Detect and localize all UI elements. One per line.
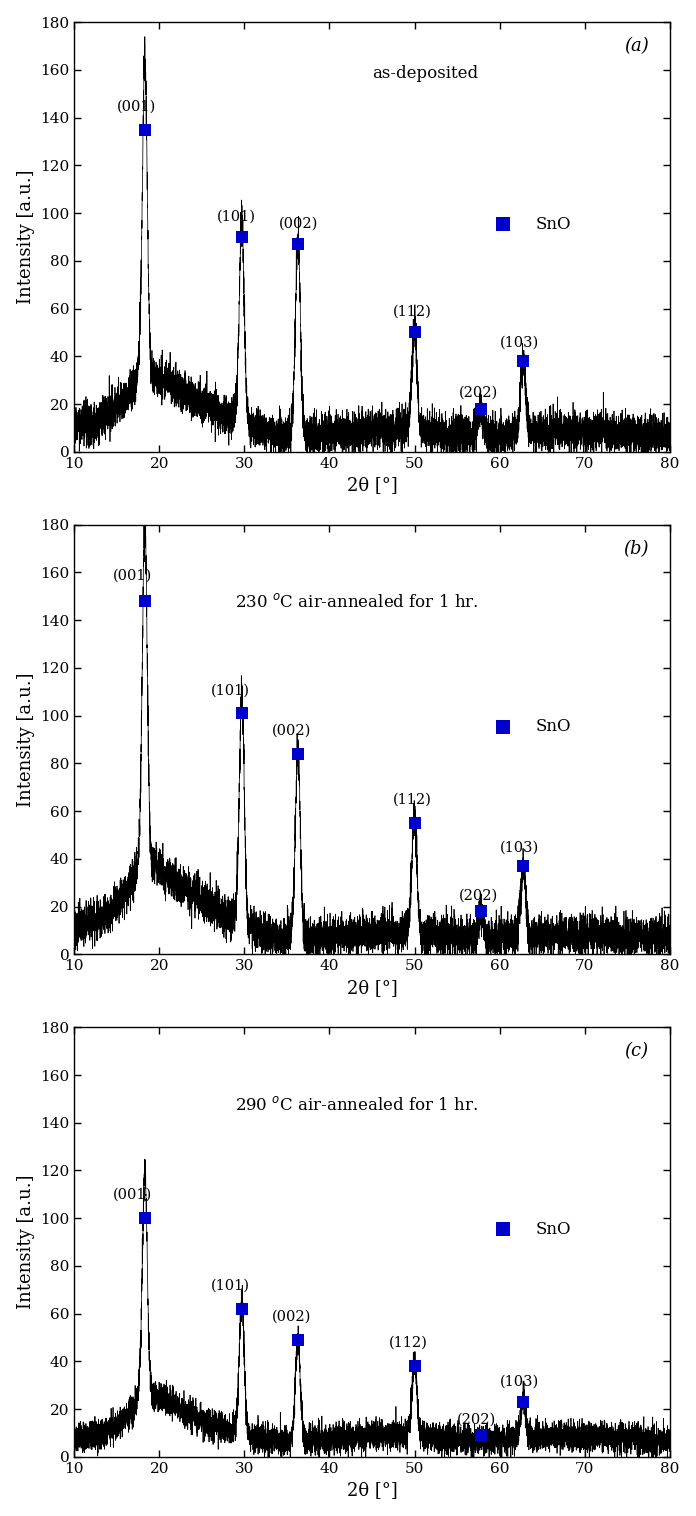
Text: 230 $^{o}$C air-annealed for 1 hr.: 230 $^{o}$C air-annealed for 1 hr.	[235, 593, 478, 611]
Y-axis label: Intensity [a.u.]: Intensity [a.u.]	[17, 1175, 35, 1310]
Text: (002): (002)	[271, 1310, 311, 1323]
Text: (202): (202)	[459, 888, 498, 902]
Text: (c): (c)	[625, 1043, 649, 1060]
X-axis label: 2θ [°]: 2θ [°]	[347, 476, 397, 494]
Text: (001): (001)	[117, 100, 156, 114]
Text: (112): (112)	[393, 793, 432, 807]
Y-axis label: Intensity [a.u.]: Intensity [a.u.]	[17, 672, 35, 807]
Text: (101): (101)	[210, 1280, 249, 1293]
Text: SnO: SnO	[536, 215, 571, 232]
Text: as-deposited: as-deposited	[372, 65, 478, 82]
Text: (103): (103)	[500, 335, 539, 350]
Text: (101): (101)	[210, 684, 249, 697]
Text: SnO: SnO	[536, 719, 571, 735]
Text: (112): (112)	[389, 1336, 428, 1351]
Text: (101): (101)	[217, 209, 256, 223]
Text: SnO: SnO	[536, 1220, 571, 1237]
Text: (001): (001)	[113, 568, 152, 582]
Text: (b): (b)	[624, 540, 649, 558]
Text: (103): (103)	[500, 1375, 539, 1389]
Text: (112): (112)	[393, 305, 432, 318]
X-axis label: 2θ [°]: 2θ [°]	[347, 1481, 397, 1499]
Text: (001): (001)	[113, 1189, 152, 1202]
Text: (103): (103)	[500, 841, 539, 855]
Y-axis label: Intensity [a.u.]: Intensity [a.u.]	[17, 170, 35, 305]
Text: (202): (202)	[457, 1413, 496, 1427]
Text: (002): (002)	[271, 723, 311, 738]
X-axis label: 2θ [°]: 2θ [°]	[347, 979, 397, 998]
Text: 290 $^{o}$C air-annealed for 1 hr.: 290 $^{o}$C air-annealed for 1 hr.	[235, 1096, 478, 1114]
Text: (a): (a)	[624, 38, 649, 55]
Text: (202): (202)	[459, 387, 498, 400]
Text: (002): (002)	[278, 217, 318, 230]
